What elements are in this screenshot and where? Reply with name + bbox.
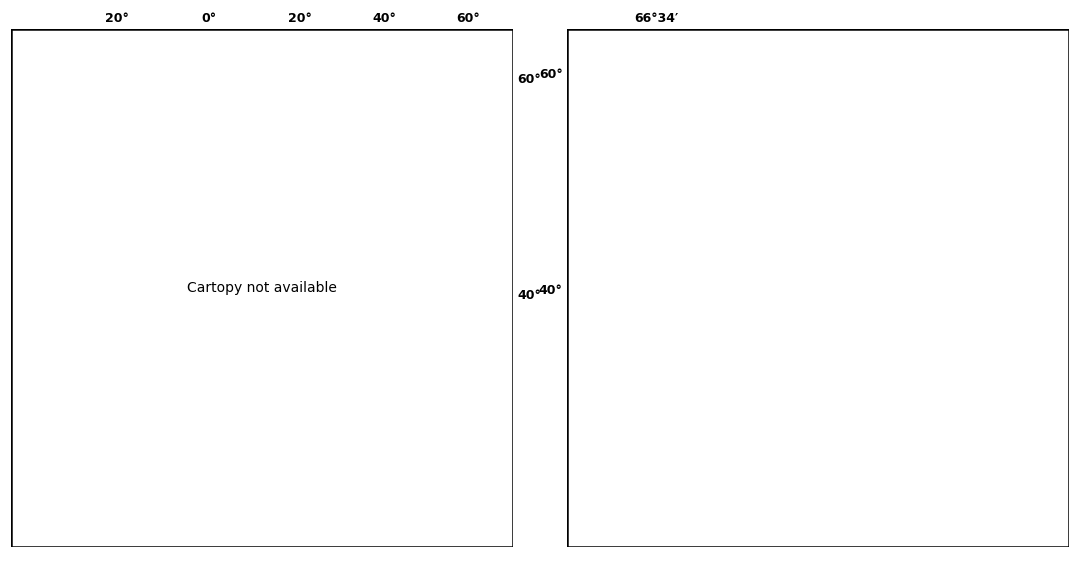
- Text: 0°: 0°: [201, 12, 216, 25]
- Text: 60°: 60°: [456, 12, 480, 25]
- Text: 40°: 40°: [539, 284, 563, 297]
- Text: 60°: 60°: [517, 74, 541, 86]
- Text: 66°34′: 66°34′: [635, 12, 678, 25]
- Text: 40°: 40°: [373, 12, 396, 25]
- Text: 40°: 40°: [517, 289, 541, 302]
- Text: 20°: 20°: [288, 12, 312, 25]
- Text: 20°: 20°: [105, 12, 129, 25]
- Text: 60°: 60°: [539, 68, 563, 80]
- Text: Cartopy not available: Cartopy not available: [187, 281, 337, 295]
